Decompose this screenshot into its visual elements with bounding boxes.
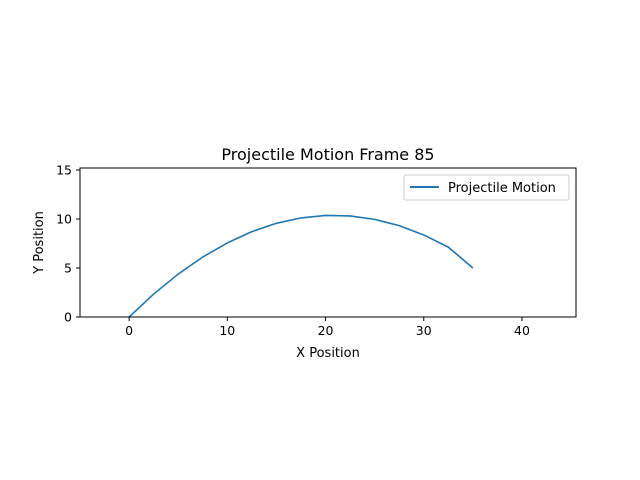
legend-label: Projectile Motion [448, 181, 556, 196]
x-tick-label: 20 [318, 323, 334, 338]
x-tick-label: 0 [125, 323, 133, 338]
series-line-projectile-motion [128, 214, 474, 318]
x-tick-label: 40 [514, 323, 530, 338]
y-tick-label: 15 [56, 162, 72, 177]
x-axis-ticks: 0 10 20 30 40 [125, 317, 530, 338]
axes-frame [79, 167, 577, 318]
y-tick-label: 0 [64, 310, 72, 325]
y-tick-label: 10 [56, 211, 72, 226]
x-tick-label: 10 [219, 323, 235, 338]
y-axis-ticks: 0 5 10 15 [56, 162, 80, 325]
plot-area [128, 214, 474, 318]
y-axis-label: Y Position [32, 211, 47, 275]
y-tick-label: 5 [64, 260, 72, 275]
x-axis-label: X Position [296, 346, 360, 361]
legend-box [403, 174, 570, 201]
chart-title: Projectile Motion Frame 85 [221, 145, 434, 164]
legend: Projectile Motion [403, 174, 570, 201]
x-tick-label: 30 [416, 323, 432, 338]
